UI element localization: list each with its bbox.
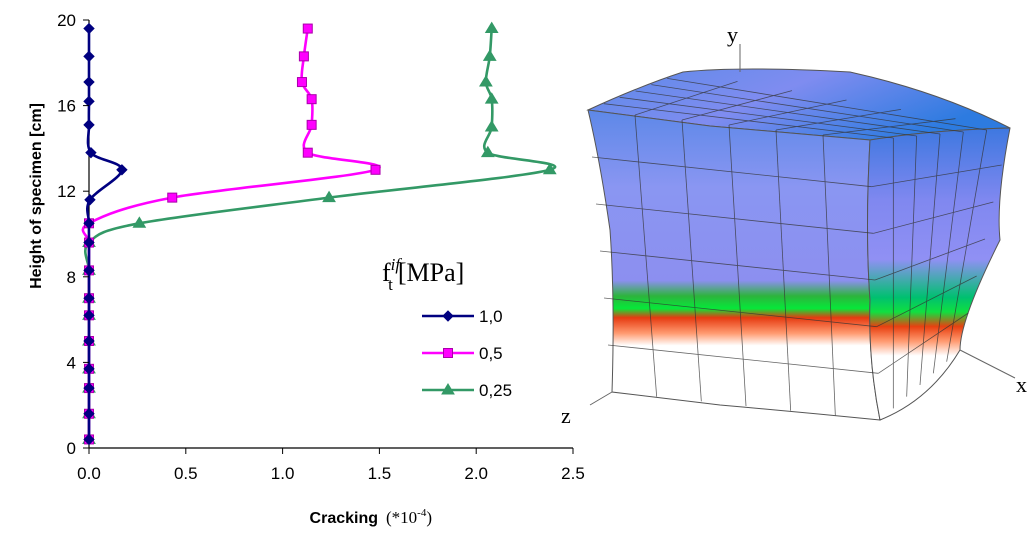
- triangle-marker: [482, 49, 497, 61]
- diamond-marker: [85, 146, 97, 159]
- diamond-marker: [116, 164, 128, 176]
- x-tick-label: 2.5: [561, 464, 585, 483]
- x-tick-label: 0.5: [174, 464, 198, 483]
- tick-labels: 0 4 8 12 16 20 0.0 0.5 1.0 1.5 2.0 2.5: [57, 11, 585, 483]
- legend-title-unit: [MPa]: [398, 258, 464, 287]
- y-tick-label: 0: [67, 439, 76, 458]
- y-tick-label: 8: [67, 268, 76, 287]
- cube-crack-visualization: y x z: [561, 22, 1027, 428]
- legend-item: 1,0: [422, 307, 503, 326]
- x-tick-label: 1.0: [271, 464, 295, 483]
- y-axis-title: Height of specimen [cm]: [28, 103, 45, 289]
- triangle-marker: [441, 383, 455, 395]
- legend-item: 0,5: [422, 344, 503, 363]
- triangle-marker: [484, 21, 499, 34]
- square-marker: [296, 77, 307, 88]
- z-axis-line: [589, 391, 613, 406]
- cracking-chart: 0 4 8 12 16 20 0.0 0.5 1.0 1.5 2.0 2.5 Height of sp…: [28, 11, 585, 527]
- legend-title-sub: t: [388, 275, 393, 294]
- triangle-marker: [484, 92, 499, 104]
- diamond-marker: [83, 433, 95, 446]
- x-tick-label: 1.5: [368, 464, 392, 483]
- cube-mesh: [591, 77, 1002, 416]
- triangle-marker: [478, 75, 493, 87]
- diamond-marker: [83, 50, 95, 63]
- triangle-marker: [322, 190, 336, 203]
- x-tick-label: 0.0: [77, 464, 101, 483]
- legend-item: 0,25: [422, 381, 512, 400]
- diamond-marker: [83, 382, 95, 394]
- square-marker: [302, 147, 313, 158]
- cube-axis-z-label: z: [561, 403, 571, 428]
- series-group: [81, 21, 557, 446]
- series-square: [81, 23, 381, 445]
- series-line: [85, 28, 124, 440]
- square-marker: [306, 94, 317, 105]
- mesh-line: [667, 77, 987, 131]
- diamond-marker: [84, 194, 96, 206]
- diamond-marker: [83, 292, 95, 304]
- x-axis-title: Cracking: [310, 510, 378, 527]
- mesh-line: [607, 344, 879, 374]
- cube-axis-y-label: y: [727, 22, 738, 47]
- x-axis-line: [959, 349, 1016, 379]
- x-axis-unit-close: ): [426, 508, 432, 527]
- y-tick-label: 4: [67, 353, 76, 372]
- legend: fif t [MPa] 1,0 0,5 0,25: [382, 255, 512, 400]
- x-tick-label: 2.0: [464, 464, 488, 483]
- diamond-marker: [83, 22, 95, 35]
- legend-label: 0,5: [479, 344, 503, 363]
- series-line: [84, 28, 557, 440]
- y-tick-label: 16: [57, 97, 76, 116]
- cube-body: [586, 68, 1011, 421]
- triangle-marker: [480, 145, 495, 158]
- diamond-marker: [83, 217, 95, 230]
- diamond-marker: [83, 236, 95, 249]
- diamond-marker: [83, 264, 95, 277]
- square-marker: [167, 192, 178, 203]
- diamond-marker: [442, 310, 454, 322]
- diamond-marker: [83, 408, 95, 420]
- series-line: [81, 28, 381, 440]
- x-axis-unit: (*10-4): [386, 507, 432, 527]
- cube-axes: [589, 44, 1016, 406]
- square-marker: [306, 119, 317, 130]
- triangle-marker: [484, 120, 499, 132]
- legend-title: fif t [MPa]: [382, 255, 464, 294]
- cube-side-face: [867, 127, 1011, 421]
- diamond-marker: [83, 335, 95, 347]
- legend-title-sup: if: [391, 255, 403, 274]
- diamond-marker: [83, 309, 95, 322]
- x-axis-unit-exp: -4: [417, 507, 427, 519]
- triangle-marker: [542, 162, 557, 175]
- diamond-marker: [83, 363, 95, 375]
- diamond-marker: [83, 119, 95, 131]
- square-marker: [443, 348, 453, 358]
- diamond-marker: [83, 95, 95, 108]
- square-marker: [298, 51, 309, 62]
- y-tick-label: 12: [57, 182, 76, 201]
- square-marker: [302, 23, 313, 34]
- mesh-line: [878, 312, 969, 374]
- diamond-marker: [83, 76, 95, 88]
- cube-axis-x-label: x: [1016, 372, 1027, 397]
- x-axis-unit-open: (*10: [386, 508, 417, 527]
- legend-label: 1,0: [479, 307, 503, 326]
- legend-title-main: f: [382, 258, 391, 287]
- legend-label: 0,25: [479, 381, 512, 400]
- triangle-marker: [132, 216, 147, 228]
- square-marker: [370, 164, 381, 175]
- series-diamond: [83, 22, 128, 446]
- y-tick-label: 20: [57, 11, 76, 30]
